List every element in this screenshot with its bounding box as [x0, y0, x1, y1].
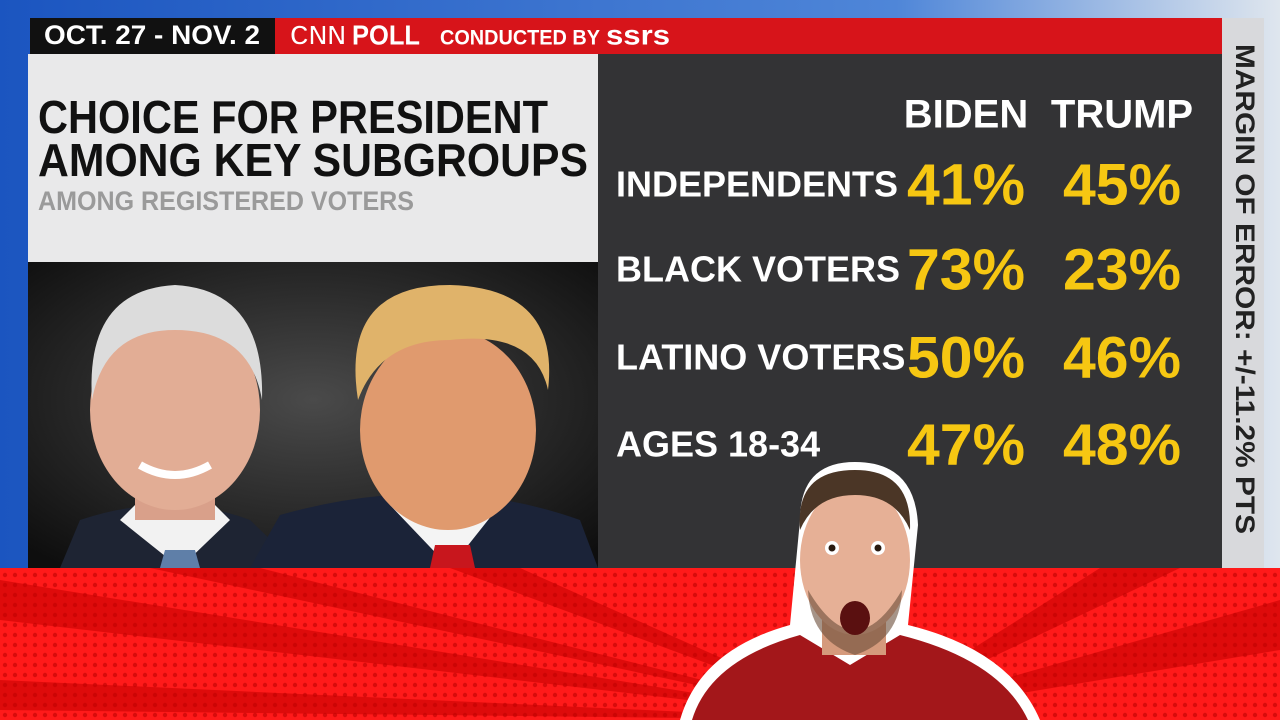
date-box — [30, 18, 275, 54]
poll-label: POLL — [352, 19, 420, 50]
row-label: LATINO VOTERS — [616, 337, 905, 378]
header-bar — [275, 18, 1222, 54]
tie — [430, 545, 475, 568]
pollster: ssrs — [606, 19, 670, 50]
shirt — [692, 635, 1028, 720]
margin-strip — [1222, 18, 1264, 568]
pupil — [828, 544, 836, 552]
poll-dates: OCT. 27 - NOV. 2 — [44, 20, 260, 50]
ray — [150, 568, 860, 720]
biden-photo — [60, 285, 300, 568]
row-label: AGES 18-34 — [616, 424, 820, 465]
row-label: INDEPENDENTS — [616, 164, 898, 205]
hair — [91, 285, 263, 400]
network-logo: CNN — [290, 19, 346, 50]
column-header: BIDEN — [904, 93, 1028, 137]
percent-value: 47% — [907, 412, 1025, 477]
hair — [799, 470, 911, 530]
margin-of-error: MARGIN OF ERROR: +/-11.2% PTS — [1230, 44, 1260, 534]
hair — [355, 285, 550, 400]
surprised-man — [680, 462, 1040, 720]
poll-table: BIDEN TRUMP INDEPENDENTS 41% 45% BLACK VOTERS… — [616, 93, 1193, 478]
title-line: CHOICE FOR PRESIDENT — [38, 91, 548, 143]
title-panel — [28, 54, 598, 262]
face — [360, 330, 536, 530]
subtitle: AMONG REGISTERED VOTERS — [38, 186, 414, 216]
percent-value: 48% — [1063, 412, 1181, 477]
face — [800, 485, 910, 635]
ray — [0, 680, 860, 720]
title-line: AMONG KEY SUBGROUPS — [38, 134, 588, 186]
beard — [808, 590, 902, 655]
percent-value: 50% — [907, 325, 1025, 390]
smile — [138, 461, 212, 479]
data-panel — [598, 54, 1222, 568]
percent-value: 73% — [907, 237, 1025, 302]
mouth — [840, 601, 870, 635]
pupil — [874, 544, 882, 552]
percent-value: 46% — [1063, 325, 1181, 390]
ray — [0, 580, 860, 720]
percent-value: 23% — [1063, 237, 1181, 302]
conducted-by: CONDUCTED BY — [440, 27, 600, 50]
tie — [160, 550, 200, 568]
column-header: TRUMP — [1051, 93, 1193, 137]
percent-value: 41% — [907, 152, 1025, 217]
face — [90, 310, 260, 510]
row-label: BLACK VOTERS — [616, 249, 900, 290]
percent-value: 45% — [1063, 152, 1181, 217]
trump-photo — [250, 285, 598, 568]
